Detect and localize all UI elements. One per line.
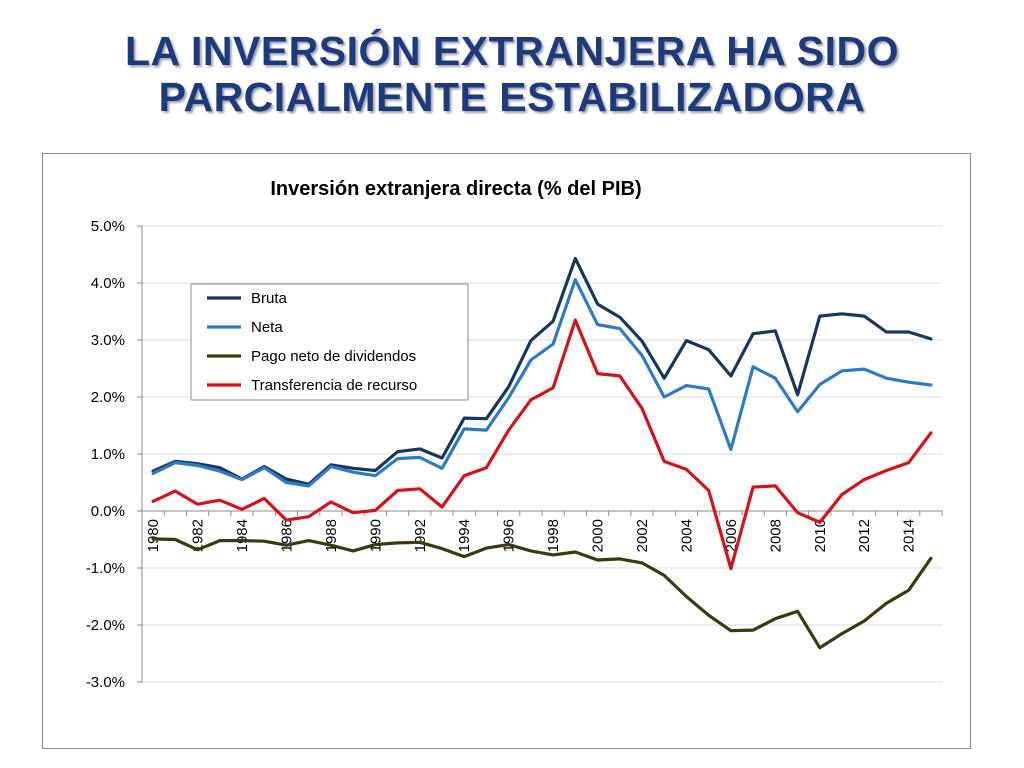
x-tick-label: 2006 [723,519,740,552]
series-lines [151,256,933,650]
y-tick-label: -1.0% [86,560,125,577]
series-line-pago-neto-de-dividendos [151,537,933,650]
legend-box [190,283,469,401]
legend-label-pago-neto-de-dividendos: Pago neto de dividendos [251,348,416,365]
y-tick-label: 5.0% [91,218,125,235]
chart-frame: Inversión extranjera directa (% del PIB)… [42,153,971,749]
x-tick-label: 1984 [234,519,251,552]
y-tick-label: 2.0% [91,389,125,406]
y-tick-label: 0.0% [91,503,125,520]
x-tick-label: 1994 [456,519,473,552]
series-line-bruta [151,256,933,486]
x-tick-label: 2014 [901,519,918,552]
slide-title-line-2: PARCIALMENTE ESTABILIZADORA [158,74,866,120]
x-tick-label: 2012 [856,519,873,552]
slide-title: LA INVERSIÓN EXTRANJERA HA SIDO PARCIALM… [0,28,1024,120]
legend-label-transferencia-de-recurso: Transferencia de recurso [251,377,417,394]
legend-label-neta: Neta [251,319,283,336]
x-tick-label: 1982 [190,519,207,552]
x-tick-label: 2004 [678,519,695,552]
series-line-neta [151,277,933,488]
line-chart: Inversión extranjera directa (% del PIB)… [86,178,943,691]
y-tick-label: -2.0% [86,617,125,634]
x-tick-label: 2000 [590,519,607,552]
slide-title-line-1: LA INVERSIÓN EXTRANJERA HA SIDO [124,28,900,74]
x-tick-label: 2002 [634,519,651,552]
x-tick-label: 2010 [812,519,829,552]
y-tick-label: 4.0% [91,275,125,292]
y-tick-label: -3.0% [86,674,125,691]
x-tick-label: 1980 [145,519,162,552]
legend-label-bruta: Bruta [251,290,288,307]
x-tick-label: 2008 [767,519,784,552]
x-tick-label: 1998 [545,519,562,552]
x-tick-label: 1992 [412,519,429,552]
y-tick-label: 3.0% [91,332,125,349]
x-tick-label: 1986 [278,519,295,552]
legend: Bruta Neta Pago neto de dividendos Transfer… [190,283,469,401]
series-line-transferencia-de-recurso [151,318,933,571]
chart-title: Inversión extranjera directa (% del PIB) [270,178,641,200]
y-tick-label: 1.0% [91,446,125,463]
